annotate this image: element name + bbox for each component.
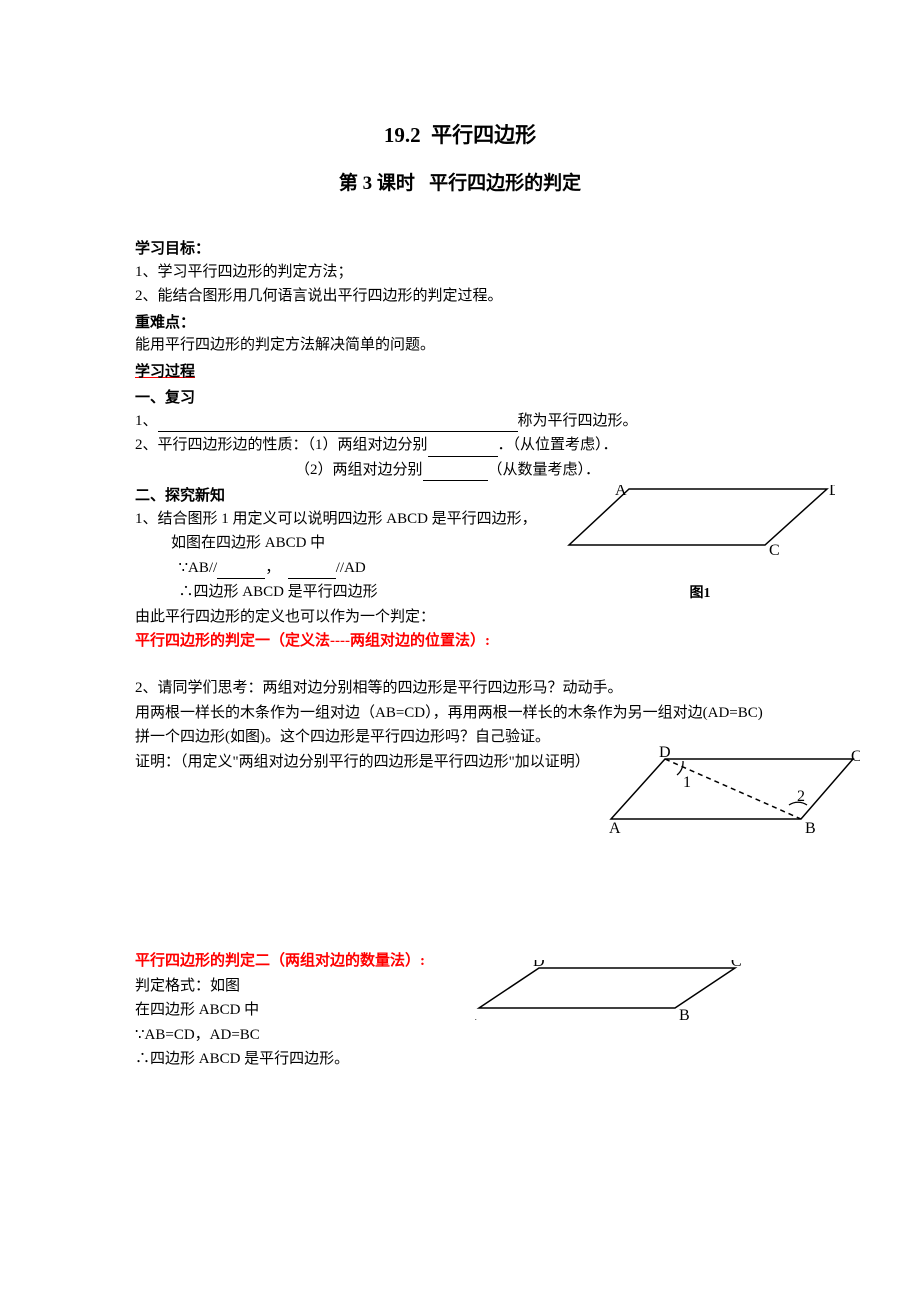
section-objectives: 学习目标： [135,238,785,261]
figure-1: A B C D 图1 [565,485,835,604]
svg-text:A: A [609,820,621,837]
block-explore-1: 二、探究新知 1、结合图形 1 用定义可以说明四边形 ABCD 是平行四边形， … [135,485,785,653]
svg-text:D: D [533,960,545,970]
section-keypoints: 重难点： [135,312,785,335]
theorem-1: 平行四边形的判定一（定义法----两组对边的位置法）: [135,630,785,653]
review-q1: 1、称为平行四边形。 [135,410,785,433]
blank-field[interactable] [158,431,518,432]
chapter-name: 平行四边形 [431,123,536,147]
keypoint-text: 能用平行四边形的判定方法解决简单的问题。 [135,334,785,357]
svg-text:A: A [475,1007,477,1024]
review-q2a: 2、平行四边形边的性质：（1）两组对边分别．（从位置考虑）． [135,434,785,457]
section-review: 一、复习 [135,387,785,410]
svg-text:B: B [805,820,816,837]
svg-text:C: C [851,748,860,765]
figure-3: A B C D [475,960,745,1042]
blank-field[interactable] [428,456,498,457]
blank-field[interactable] [288,578,336,579]
section-process: 学习过程 [135,361,785,384]
block-explore-2: 2、请同学们思考：两组对边分别相等的四边形是平行四边形马？动动手。 用两根一样长… [135,677,785,773]
blank-field[interactable] [423,480,488,481]
review-q2b: （2）两组对边分别（从数量考虑）． [135,459,785,482]
explore-p5: 由此平行四边形的定义也可以作为一个判定： [135,606,785,629]
obj-item-1: 1、学习平行四边形的判定方法； [135,261,785,284]
svg-text:C: C [731,960,742,970]
svg-text:B: B [679,1007,690,1024]
doc-subtitle: 第 3 课时 平行四边形的判定 [135,170,785,199]
figure-caption: 图1 [565,583,835,604]
t2-p4: ∴四边形 ABCD 是平行四边形。 [135,1048,785,1071]
svg-text:1: 1 [683,774,691,791]
svg-text:B: B [565,542,566,559]
svg-text:D: D [659,745,671,761]
chapter-number: 19.2 [384,123,421,147]
obj-item-2: 2、能结合图形用几何语言说出平行四边形的判定过程。 [135,285,785,308]
explore2-p2: 用两根一样长的木条作为一组对边（AB=CD），再用两根一样长的木条作为另一组对边… [135,702,785,725]
doc-title: 19.2 平行四边形 [135,120,785,152]
block-theorem-2: 平行四边形的判定二（两组对边的数量法）: 判定格式：如图 在四边形 ABCD 中… [135,950,785,1071]
blank-field[interactable] [217,578,265,579]
svg-text:D: D [829,485,835,499]
svg-text:A: A [615,485,627,499]
svg-text:C: C [769,542,780,559]
figure-2: A B C D1 2 [605,745,860,846]
svg-text:2: 2 [797,788,805,805]
explore2-p1: 2、请同学们思考：两组对边分别相等的四边形是平行四边形马？动动手。 [135,677,785,700]
